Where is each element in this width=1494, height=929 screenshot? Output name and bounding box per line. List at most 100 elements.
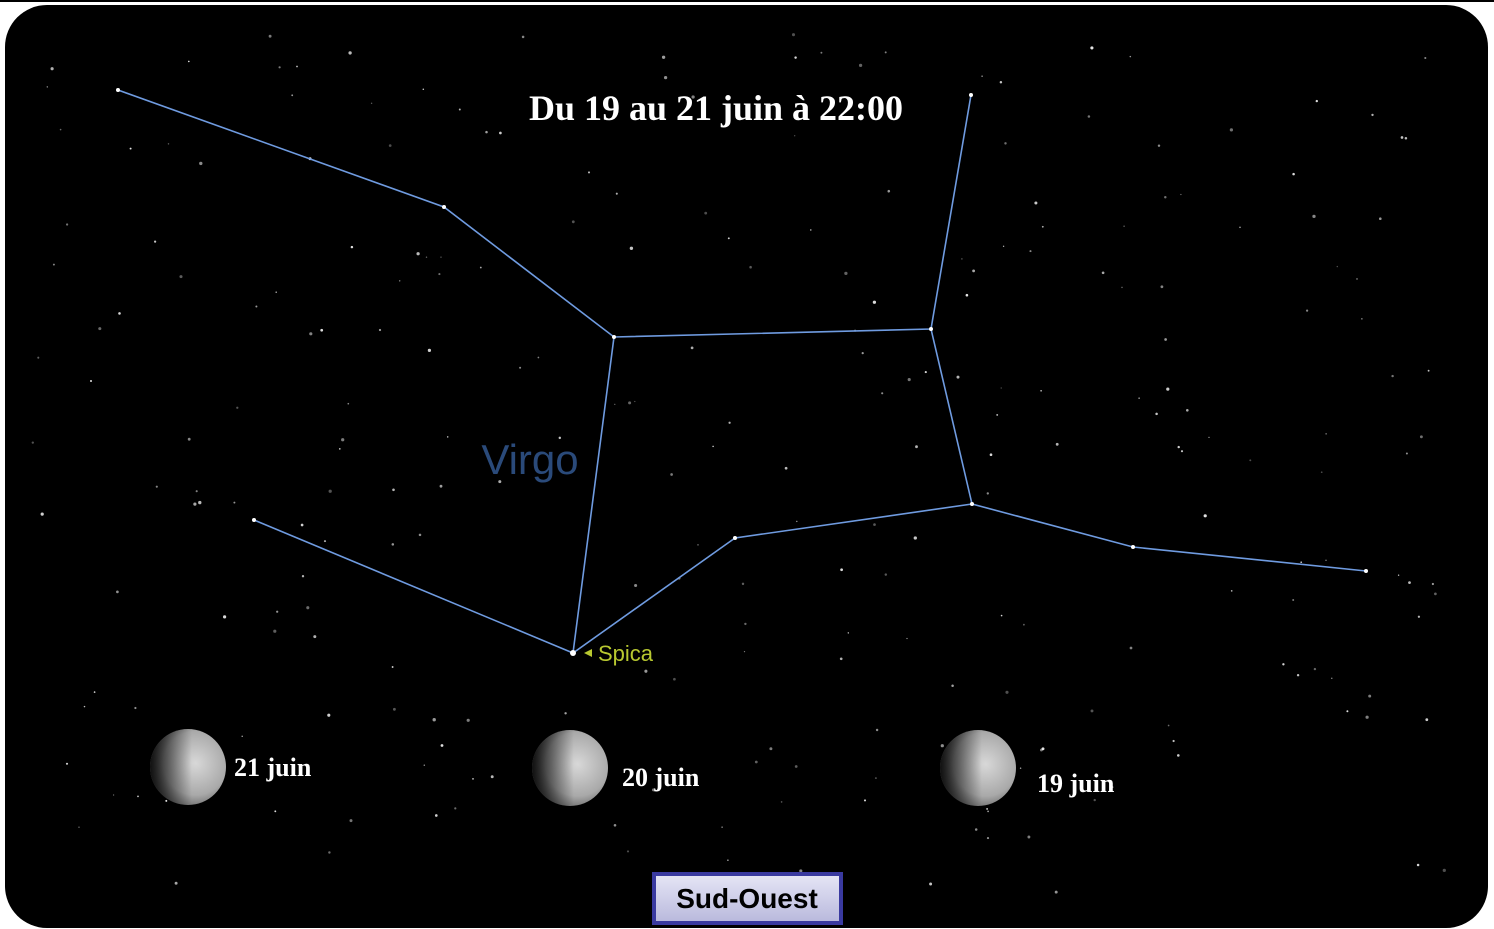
background-star	[996, 414, 998, 416]
background-star	[1361, 318, 1362, 319]
background-star	[1406, 452, 1408, 454]
background-star	[379, 329, 381, 331]
background-star	[915, 445, 918, 448]
background-star	[961, 258, 963, 260]
star	[929, 327, 933, 331]
background-star	[627, 850, 629, 852]
background-star	[1401, 136, 1404, 139]
background-star	[1023, 624, 1025, 626]
moon-label: 19 juin	[1037, 769, 1115, 798]
background-star	[634, 584, 637, 587]
background-star	[440, 256, 441, 257]
background-star	[130, 148, 132, 150]
background-star	[273, 630, 276, 633]
background-star	[389, 144, 392, 147]
background-star	[987, 492, 989, 494]
background-star	[1420, 435, 1423, 438]
background-star	[1408, 581, 1411, 584]
background-star	[941, 744, 944, 747]
background-star	[1443, 869, 1446, 872]
background-star	[614, 404, 615, 405]
background-star	[630, 247, 633, 250]
background-star	[274, 810, 276, 812]
background-star	[1123, 225, 1125, 227]
background-star	[1155, 413, 1158, 416]
sky-view: Du 19 au 21 juin à 22:00 Virgo Spica 21 …	[0, 0, 1494, 929]
background-star	[306, 606, 309, 609]
background-star	[175, 882, 178, 885]
background-star	[1158, 144, 1160, 146]
background-star	[275, 291, 276, 292]
background-star	[844, 272, 847, 275]
background-star	[1316, 100, 1318, 102]
background-star	[975, 828, 978, 831]
star	[116, 88, 120, 92]
background-star	[1371, 114, 1373, 116]
background-star	[47, 86, 48, 87]
moon-shadow	[940, 730, 1016, 806]
background-star	[199, 162, 202, 165]
background-star	[744, 623, 746, 625]
background-star	[1088, 115, 1091, 118]
background-star	[1314, 668, 1316, 670]
background-star	[781, 801, 783, 803]
background-star	[859, 64, 862, 67]
background-star	[987, 811, 989, 813]
background-star	[472, 778, 474, 780]
background-star	[1004, 142, 1006, 144]
background-star	[785, 467, 788, 470]
background-star	[154, 241, 156, 243]
background-star	[66, 763, 68, 765]
background-star	[727, 859, 729, 861]
background-star	[742, 583, 744, 585]
background-star	[419, 534, 422, 537]
background-star	[302, 575, 304, 577]
background-star	[90, 380, 92, 382]
background-star	[1356, 278, 1358, 280]
background-star	[350, 819, 353, 822]
background-star	[1346, 710, 1348, 712]
background-star	[875, 777, 877, 779]
page: Du 19 au 21 juin à 22:00 Virgo Spica 21 …	[0, 0, 1494, 929]
background-star	[328, 851, 330, 853]
background-star	[876, 729, 878, 731]
background-star	[1379, 217, 1382, 220]
background-star	[1398, 575, 1399, 576]
background-star	[1331, 678, 1332, 679]
background-star	[433, 718, 436, 721]
background-star	[888, 190, 891, 193]
background-star	[1040, 390, 1042, 392]
background-star	[428, 349, 431, 352]
background-star	[572, 220, 575, 223]
background-star	[1102, 271, 1105, 274]
background-star	[1003, 246, 1004, 247]
background-star	[885, 51, 887, 53]
title: Du 19 au 21 juin à 22:00	[529, 88, 903, 128]
background-star	[467, 719, 470, 722]
moon-shadow	[532, 730, 608, 806]
background-star	[925, 371, 927, 373]
background-star	[1230, 128, 1233, 131]
background-star	[1418, 616, 1420, 618]
moon	[940, 730, 1016, 806]
background-star	[1020, 767, 1021, 768]
background-star	[1027, 836, 1030, 839]
background-star	[137, 796, 139, 798]
background-star	[233, 502, 235, 504]
background-star	[670, 473, 673, 476]
background-star	[697, 544, 698, 545]
star	[970, 502, 974, 506]
background-star	[1249, 459, 1251, 461]
background-star	[1231, 590, 1233, 592]
background-star	[769, 747, 772, 750]
moon	[150, 729, 226, 805]
background-star	[94, 691, 96, 693]
background-star	[755, 761, 758, 764]
background-star	[929, 883, 932, 886]
background-star	[279, 66, 281, 68]
background-star	[301, 524, 304, 527]
background-star	[116, 591, 119, 594]
background-star	[1091, 709, 1094, 712]
background-star	[712, 446, 714, 448]
background-star	[1056, 443, 1059, 446]
